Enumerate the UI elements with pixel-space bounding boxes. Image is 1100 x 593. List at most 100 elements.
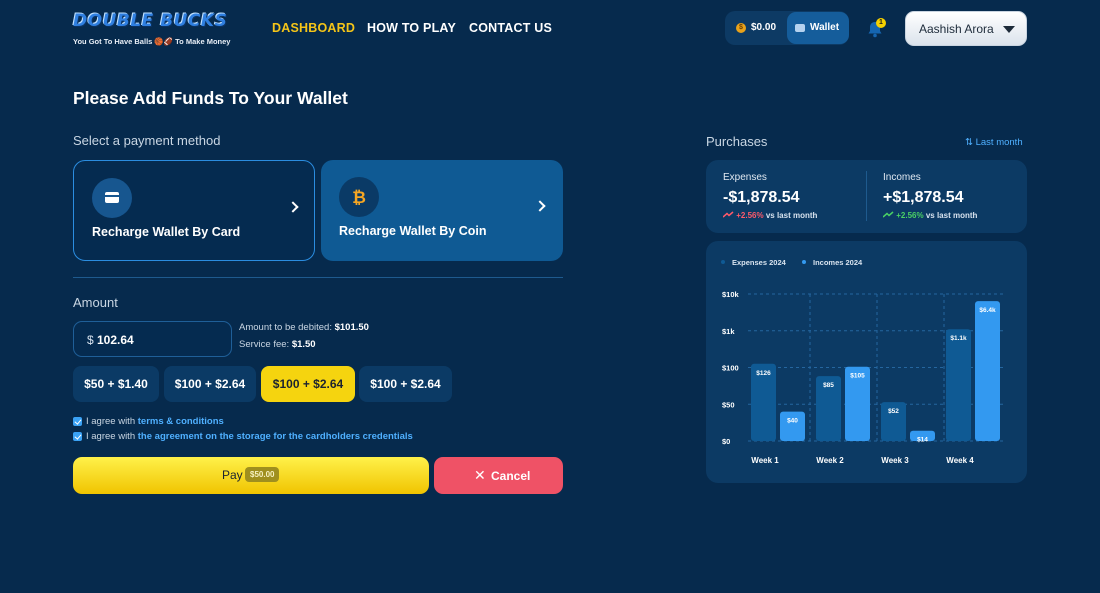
bar [816, 376, 841, 441]
stat-divider [866, 171, 867, 221]
credit-card-icon [92, 178, 132, 218]
trend-up-icon [882, 211, 894, 218]
recharge-by-coin-label: Recharge Wallet By Coin [339, 224, 487, 238]
purchases-title: Purchases [706, 134, 768, 149]
brand-name: DOUBLE BUCKS [73, 11, 228, 31]
incomes-change: +2.56% vs last month [882, 211, 978, 220]
x-tick-label: Week 2 [816, 456, 844, 465]
cancel-button[interactable]: ✕ Cancel [434, 457, 563, 494]
pay-label: Pay [222, 468, 243, 482]
bar [881, 402, 906, 441]
bar [780, 411, 805, 441]
wallet-icon [795, 24, 805, 32]
purchases-chart: Expenses 2024 Incomes 2024 $10k $1k $100 $50 $… [721, 258, 1006, 465]
amount-option[interactable]: $50 + $1.40 [73, 366, 159, 402]
expenses-label: Expenses [723, 172, 767, 183]
y-tick-label: $1k [722, 327, 735, 336]
currency-symbol: $ [87, 333, 94, 347]
chevron-down-icon [1003, 26, 1015, 33]
brand-tagline: You Got To Have Balls 🏀🏈 To Make Money [73, 37, 231, 46]
bar [910, 430, 935, 441]
recharge-by-card-label: Recharge Wallet By Card [92, 225, 241, 239]
expenses-value: -$1,878.54 [723, 189, 800, 206]
sort-icon: ⇅ [965, 137, 973, 148]
chevron-right-icon [534, 200, 546, 212]
legend-label: Expenses 2024 [732, 258, 787, 267]
terms-link[interactable]: terms & conditions [137, 416, 224, 427]
nav-dashboard[interactable]: DASHBOARD [272, 21, 356, 35]
bar-value-label: $40 [787, 418, 798, 425]
amount-option[interactable]: $100 + $2.64 [359, 366, 452, 402]
bar [845, 366, 870, 441]
fee-value: $1.50 [291, 339, 316, 350]
nav-how-to-play[interactable]: HOW TO PLAY [367, 21, 457, 35]
bar-value-label: $105 [850, 373, 865, 380]
recharge-by-card-option[interactable]: Recharge Wallet By Card [73, 160, 315, 261]
recharge-by-coin-option[interactable]: ₿ Recharge Wallet By Coin [321, 160, 563, 261]
expenses-change-value: +2.56% [736, 211, 764, 220]
wallet-button[interactable]: Wallet [787, 12, 849, 44]
payment-method-label: Select a payment method [73, 133, 221, 148]
fee-label: Service fee: [239, 339, 290, 350]
bitcoin-icon: ₿ [339, 177, 379, 217]
amount-option[interactable]: $100 + $2.64 [164, 366, 256, 402]
storage-agreement: I agree with the agreement on the storag… [86, 431, 413, 442]
vs-label: vs last month [925, 211, 978, 220]
bar-value-label: $6.4k [979, 307, 996, 314]
wallet-balance-box: $ $0.00 Wallet [725, 11, 849, 45]
pay-amount-badge: $50.00 [245, 467, 280, 482]
incomes-value: +$1,878.54 [883, 189, 964, 206]
expenses-change: +2.56% vs last month [722, 211, 818, 220]
y-tick-label: $10k [722, 290, 740, 299]
bar [946, 329, 971, 441]
fee-info: Service fee: $1.50 [239, 339, 316, 350]
divider [73, 277, 563, 278]
period-selector[interactable]: ⇅ Last month [965, 137, 1023, 148]
y-tick-label: $50 [722, 400, 735, 409]
notification-badge: 1 [876, 18, 886, 28]
bar-value-label: $14 [917, 437, 928, 444]
terms-prefix: I agree with [86, 416, 136, 427]
brand-logo[interactable]: DOUBLE BUCKS You Got To Have Balls 🏀🏈 To… [73, 11, 233, 47]
wallet-button-label: Wallet [810, 22, 840, 33]
terms-agreement: I agree with terms & conditions [86, 416, 224, 427]
storage-link[interactable]: the agreement on the storage for the car… [137, 431, 413, 442]
storage-prefix: I agree with [86, 431, 136, 442]
nav-contact-us[interactable]: CONTACT US [469, 21, 553, 35]
svg-text:₿: ₿ [352, 188, 366, 207]
amount-value: 102.64 [97, 333, 134, 347]
purchase-stats: Expenses -$1,878.54 +2.56% vs last month… [706, 160, 1027, 233]
legend-marker [721, 260, 725, 264]
debit-value: $101.50 [334, 322, 369, 333]
amount-input[interactable]: $ 102.64 [73, 321, 232, 357]
terms-checkbox[interactable] [73, 417, 82, 426]
bar-value-label: $1.1k [950, 335, 967, 342]
legend-label: Incomes 2024 [813, 258, 863, 267]
x-tick-label: Week 4 [946, 456, 974, 465]
x-tick-label: Week 1 [751, 456, 779, 465]
incomes-change-value: +2.56% [896, 211, 924, 220]
bar-value-label: $85 [823, 382, 834, 389]
bar-value-label: $126 [756, 370, 771, 377]
period-label: Last month [975, 137, 1023, 148]
storage-checkbox[interactable] [73, 432, 82, 441]
debit-label: Amount to be debited: [239, 322, 332, 333]
user-name: Aashish Arora [919, 22, 994, 36]
legend-marker [802, 260, 806, 264]
trend-up-icon [722, 211, 734, 218]
cancel-label: Cancel [491, 469, 531, 483]
x-tick-label: Week 3 [881, 456, 909, 465]
wallet-balance: $0.00 [751, 22, 777, 33]
pay-button[interactable]: Pay $50.00 [73, 457, 429, 494]
amount-option-selected[interactable]: $100 + $2.64 [261, 366, 355, 402]
page-title: Please Add Funds To Your Wallet [73, 88, 348, 108]
chevron-right-icon [287, 201, 299, 213]
vs-label: vs last month [765, 211, 818, 220]
coin-icon: $ [736, 23, 746, 33]
incomes-label: Incomes [883, 172, 921, 183]
bar-value-label: $52 [888, 408, 899, 415]
y-tick-label: $100 [722, 364, 739, 373]
close-icon: ✕ [474, 467, 486, 483]
user-menu[interactable]: Aashish Arora [905, 11, 1027, 46]
bar [751, 363, 776, 441]
